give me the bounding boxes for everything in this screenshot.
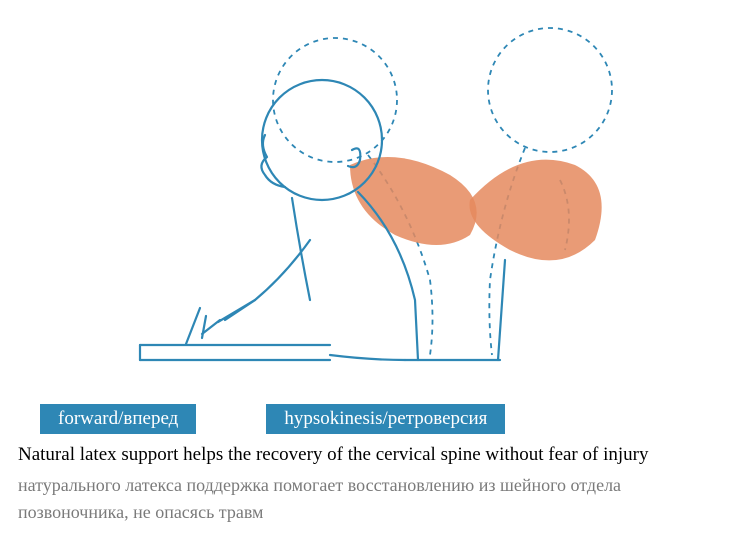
posture-svg	[0, 0, 750, 400]
description-en: Natural latex support helps the recovery…	[18, 442, 732, 468]
label-hypsokinesis: hypsokinesis/ретроверсия	[266, 404, 505, 434]
posture-illustration	[0, 0, 750, 400]
description-ru: натурального латекса поддержка помогает …	[18, 472, 732, 526]
labels-row: forward/вперед hypsokinesis/ретроверсия	[0, 404, 750, 434]
label-forward: forward/вперед	[40, 404, 196, 434]
description-block: Natural latex support helps the recovery…	[0, 434, 750, 526]
cervical-highlight	[350, 157, 602, 260]
